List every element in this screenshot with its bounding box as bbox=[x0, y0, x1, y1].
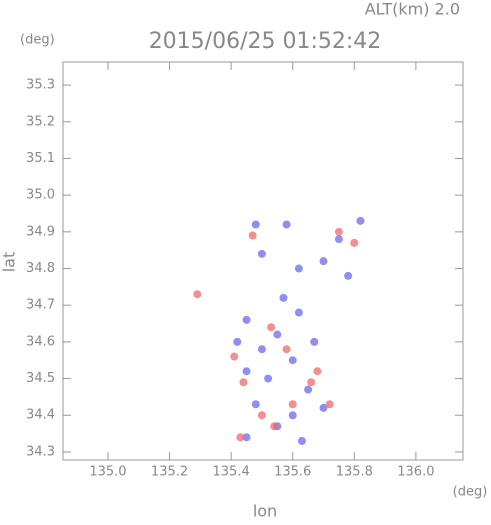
echo-point bbox=[242, 433, 251, 442]
y-tick-label: 34.9 bbox=[26, 224, 55, 239]
echo-point bbox=[230, 352, 239, 361]
echo-point bbox=[297, 436, 306, 445]
echo-point bbox=[248, 231, 257, 240]
echo-point bbox=[319, 257, 328, 266]
y-tick-label: 34.5 bbox=[26, 371, 55, 386]
x-tick-label: 135.0 bbox=[89, 465, 126, 480]
plot-frame bbox=[62, 61, 464, 461]
y-unit: (deg) bbox=[20, 33, 55, 48]
x-tick-label: 135.4 bbox=[213, 465, 250, 480]
y-tick-label: 35.0 bbox=[26, 188, 55, 203]
echo-point bbox=[334, 235, 343, 244]
echo-point bbox=[193, 290, 202, 299]
echo-point bbox=[236, 433, 245, 442]
echo-point bbox=[239, 378, 248, 387]
echo-point bbox=[257, 411, 266, 420]
x-tick-label: 135.8 bbox=[336, 465, 373, 480]
x-tick-label: 135.6 bbox=[274, 465, 311, 480]
echo-point bbox=[279, 293, 288, 302]
y-tick-label: 35.3 bbox=[26, 78, 55, 93]
echo-point bbox=[242, 367, 251, 376]
echo-point bbox=[356, 216, 365, 225]
x-tick-label: 135.2 bbox=[151, 465, 188, 480]
chart-subtitle: ALT(km) 2.0 bbox=[365, 0, 460, 19]
echo-point bbox=[233, 337, 242, 346]
y-tick-label: 34.3 bbox=[26, 444, 55, 459]
echo-point bbox=[334, 227, 343, 236]
echo-point bbox=[251, 220, 260, 229]
echo-point bbox=[350, 238, 359, 247]
echo-point bbox=[282, 345, 291, 354]
echo-point bbox=[294, 308, 303, 317]
echo-point bbox=[257, 249, 266, 258]
x-unit: (deg) bbox=[453, 485, 488, 500]
echo-point bbox=[288, 356, 297, 365]
echo-point bbox=[282, 220, 291, 229]
echo-point bbox=[288, 411, 297, 420]
y-tick-label: 34.6 bbox=[26, 334, 55, 349]
echo-point bbox=[307, 378, 316, 387]
y-tick-label: 34.7 bbox=[26, 298, 55, 313]
echo-point bbox=[257, 345, 266, 354]
y-axis-label: lat bbox=[0, 252, 19, 273]
echo-point bbox=[313, 367, 322, 376]
echo-point bbox=[264, 374, 273, 383]
echo-point bbox=[319, 403, 328, 412]
echo-point bbox=[251, 400, 260, 409]
y-tick-label: 34.4 bbox=[26, 408, 55, 423]
y-tick-label: 35.1 bbox=[26, 151, 55, 166]
x-tick-label: 136.0 bbox=[397, 465, 434, 480]
echo-point bbox=[270, 422, 279, 431]
chart-title: 2015/06/25 01:52:42 bbox=[149, 29, 382, 54]
x-axis-label: lon bbox=[253, 502, 277, 521]
y-tick-label: 35.2 bbox=[26, 114, 55, 129]
echo-point bbox=[304, 385, 313, 394]
echo-point bbox=[267, 323, 276, 332]
echo-point bbox=[294, 264, 303, 273]
echo-point bbox=[325, 400, 334, 409]
echo-point bbox=[273, 330, 282, 339]
echo-point bbox=[242, 315, 251, 324]
y-tick-label: 34.8 bbox=[26, 261, 55, 276]
echo-point bbox=[310, 337, 319, 346]
echo-point bbox=[288, 400, 297, 409]
echo-point bbox=[344, 271, 353, 280]
